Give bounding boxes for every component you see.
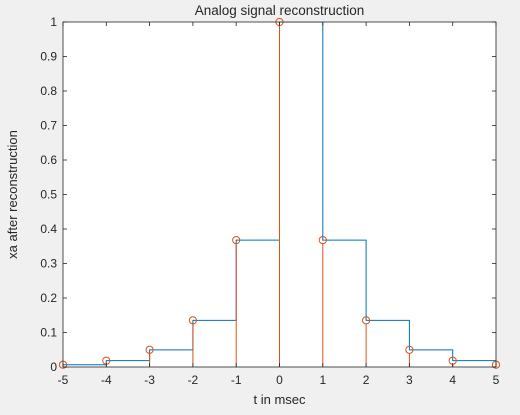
y-tick-label: 1 [50, 15, 57, 29]
y-tick-label: 0.3 [40, 257, 57, 271]
x-tick-label: 1 [319, 373, 326, 387]
y-tick-label: 0.5 [40, 188, 57, 202]
x-tick-label: -1 [231, 373, 242, 387]
x-tick-label: 3 [406, 373, 413, 387]
y-tick-label: 0.6 [40, 153, 57, 167]
x-axis-label: t in msec [253, 392, 306, 407]
x-tick-label: 2 [363, 373, 370, 387]
stem-marker [318, 235, 327, 245]
x-tick-label: 4 [449, 373, 456, 387]
stem-marker [188, 316, 197, 325]
stem-marker [145, 345, 154, 354]
y-axis-label: xa after reconstruction [5, 130, 20, 259]
y-tick-label: 0.8 [40, 84, 57, 98]
stem-marker [362, 316, 371, 325]
y-tick-label: 0.9 [40, 50, 57, 64]
y-tick-label: 0.4 [40, 222, 57, 236]
tick-layer: -5 -4 -3 -2 -1 0 1 2 3 4 5 0 0.1 0.2 0.3 0.4 0.5 0.6 0.7 0.… [40, 15, 499, 387]
y-tick-label: 0.1 [40, 326, 57, 340]
x-tick-label: -3 [144, 373, 155, 387]
x-tick-label: -2 [188, 373, 199, 387]
chart-title: Analog signal reconstruction [195, 3, 365, 18]
x-tick-label: 5 [493, 373, 500, 387]
x-tick-label: -4 [101, 373, 112, 387]
y-tick-label: 0.2 [40, 291, 57, 305]
y-tick-label: 0 [50, 360, 57, 374]
x-tick-label: 0 [276, 373, 283, 387]
y-tick-label: 0.7 [40, 119, 57, 133]
stem-marker [232, 235, 241, 245]
x-tick-label: -5 [58, 373, 69, 387]
stem-marker [405, 345, 414, 354]
